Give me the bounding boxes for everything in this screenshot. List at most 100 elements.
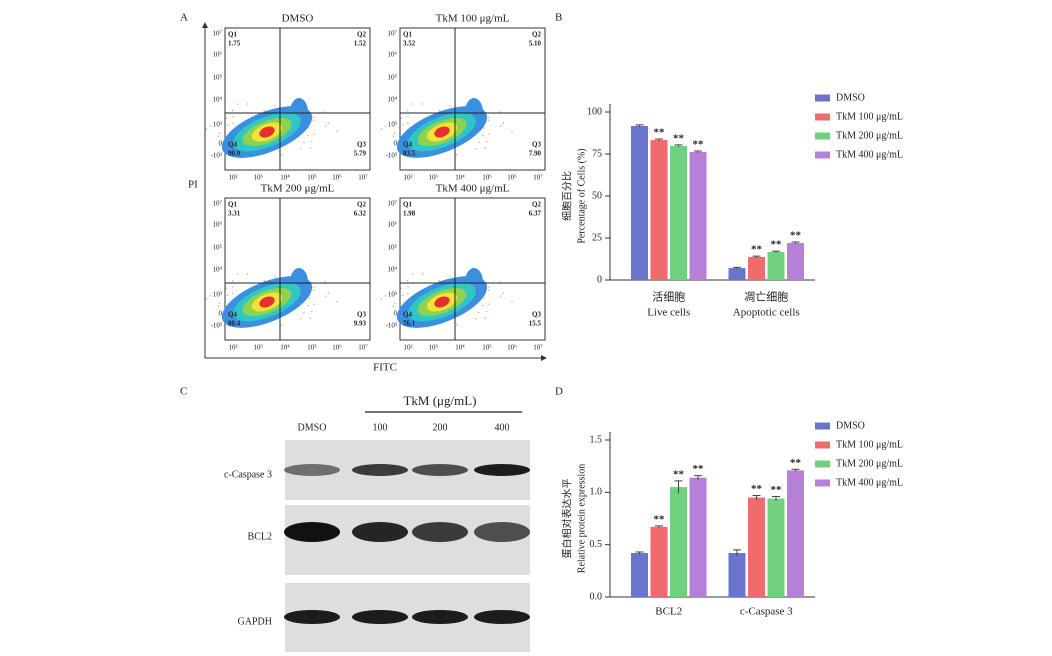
event-dot	[281, 153, 283, 156]
event-dot	[449, 275, 451, 277]
quadrant-value: 9.93	[354, 320, 367, 328]
density-layer	[434, 126, 450, 138]
y-tick-label: 10⁵	[213, 74, 223, 82]
significance-mark: **	[693, 139, 705, 151]
significance-mark: **	[751, 483, 763, 495]
x-tick-label: Apoptotic cells	[733, 307, 800, 319]
x-tick-label: BCL2	[655, 606, 682, 618]
lane-label: 400	[495, 422, 510, 433]
y-tick-label: 10⁶	[388, 221, 398, 229]
bar	[689, 477, 707, 597]
panel-label: B	[555, 12, 562, 24]
y-tick-label: 10⁷	[388, 200, 398, 208]
significance-mark: **	[771, 484, 783, 496]
density-layer	[259, 296, 275, 308]
y-axis-label: Percentage of Cells (%)	[576, 148, 587, 243]
row-label: BCL2	[248, 531, 272, 542]
event-dot	[209, 295, 212, 297]
y-tick-label: 10⁵	[388, 74, 398, 82]
blot-band	[474, 610, 530, 624]
blot-band	[474, 464, 530, 476]
x-tick-label: Live cells	[647, 307, 690, 319]
significance-mark: **	[693, 463, 705, 475]
y-tick-label: -10³	[211, 152, 222, 160]
event-dot	[488, 286, 490, 288]
significance-mark: **	[654, 127, 666, 139]
event-dot	[380, 128, 383, 130]
y-tick-label: 10⁶	[388, 51, 398, 59]
event-dot	[500, 295, 502, 297]
legend-label: DMSO	[836, 420, 865, 431]
error-bar	[752, 255, 761, 258]
lane-label: DMSO	[298, 422, 327, 433]
density-cloud	[380, 268, 513, 328]
significance-mark: **	[673, 468, 685, 480]
event-dot	[227, 294, 229, 296]
event-dot	[313, 303, 315, 305]
quadrant-name: Q4	[403, 141, 412, 149]
legend-swatch	[815, 441, 830, 449]
event-dot	[309, 147, 312, 149]
blot-band	[352, 610, 408, 624]
event-dot	[499, 111, 501, 113]
bar	[670, 145, 687, 280]
event-dot	[217, 305, 220, 307]
quadrant-value: 6.37	[529, 210, 542, 218]
event-dot	[511, 300, 513, 303]
y-tick-label: 10³	[388, 121, 397, 129]
event-dot	[232, 286, 234, 288]
density-layer	[259, 126, 275, 138]
panel-label: A	[180, 12, 188, 24]
x-tick-label: 10⁷	[533, 344, 543, 352]
event-dot	[421, 273, 424, 275]
legend-swatch	[815, 94, 830, 102]
blot-band	[412, 464, 468, 476]
y-tick-label: 10⁷	[213, 30, 223, 38]
event-dot	[380, 298, 383, 300]
legend-label: TkM 100 μg/mL	[836, 439, 903, 450]
event-dot	[325, 295, 327, 297]
event-dot	[313, 133, 315, 135]
event-dot	[406, 110, 409, 112]
event-dot	[400, 117, 402, 119]
significance-mark: **	[790, 457, 802, 469]
blot-band	[412, 522, 468, 542]
y-tick-label: 10⁷	[213, 200, 223, 208]
event-dot	[483, 297, 485, 299]
event-dot	[478, 311, 480, 314]
legend-label: TkM 100 μg/mL	[836, 111, 903, 122]
x-tick-label: 10⁶	[507, 174, 517, 182]
event-dot	[246, 103, 249, 105]
quadrant-value: 5.10	[529, 40, 542, 48]
error-bar	[694, 150, 702, 153]
event-dot	[336, 300, 338, 303]
event-dot	[421, 103, 424, 105]
density-cloud	[205, 268, 338, 328]
significance-mark: **	[673, 132, 685, 144]
x-tick-label: 10⁷	[358, 174, 368, 182]
y-tick-label: 10⁴	[213, 96, 223, 104]
legend-label: TkM 400 μg/mL	[836, 477, 903, 488]
quadrant-name: Q3	[532, 141, 541, 149]
error-bar	[674, 480, 683, 494]
quadrant-value: 90.9	[228, 150, 241, 158]
bar	[689, 151, 707, 280]
quadrant-name: Q1	[403, 31, 412, 39]
lane-label: 100	[373, 422, 388, 433]
bar	[767, 251, 785, 280]
event-dot	[274, 105, 276, 107]
event-dot	[384, 295, 387, 297]
event-dot	[392, 135, 395, 137]
bar	[631, 553, 648, 597]
event-dot	[205, 298, 208, 300]
quadrant-value: 83.5	[403, 150, 416, 158]
y-tick-label: 10⁶	[213, 51, 223, 59]
event-dot	[231, 280, 234, 282]
y-tick-label: 10⁷	[388, 30, 398, 38]
error-bar	[791, 241, 800, 245]
x-tick-label: 10²	[228, 174, 237, 182]
quadrant-name: Q4	[228, 311, 237, 319]
event-dot	[281, 323, 283, 326]
